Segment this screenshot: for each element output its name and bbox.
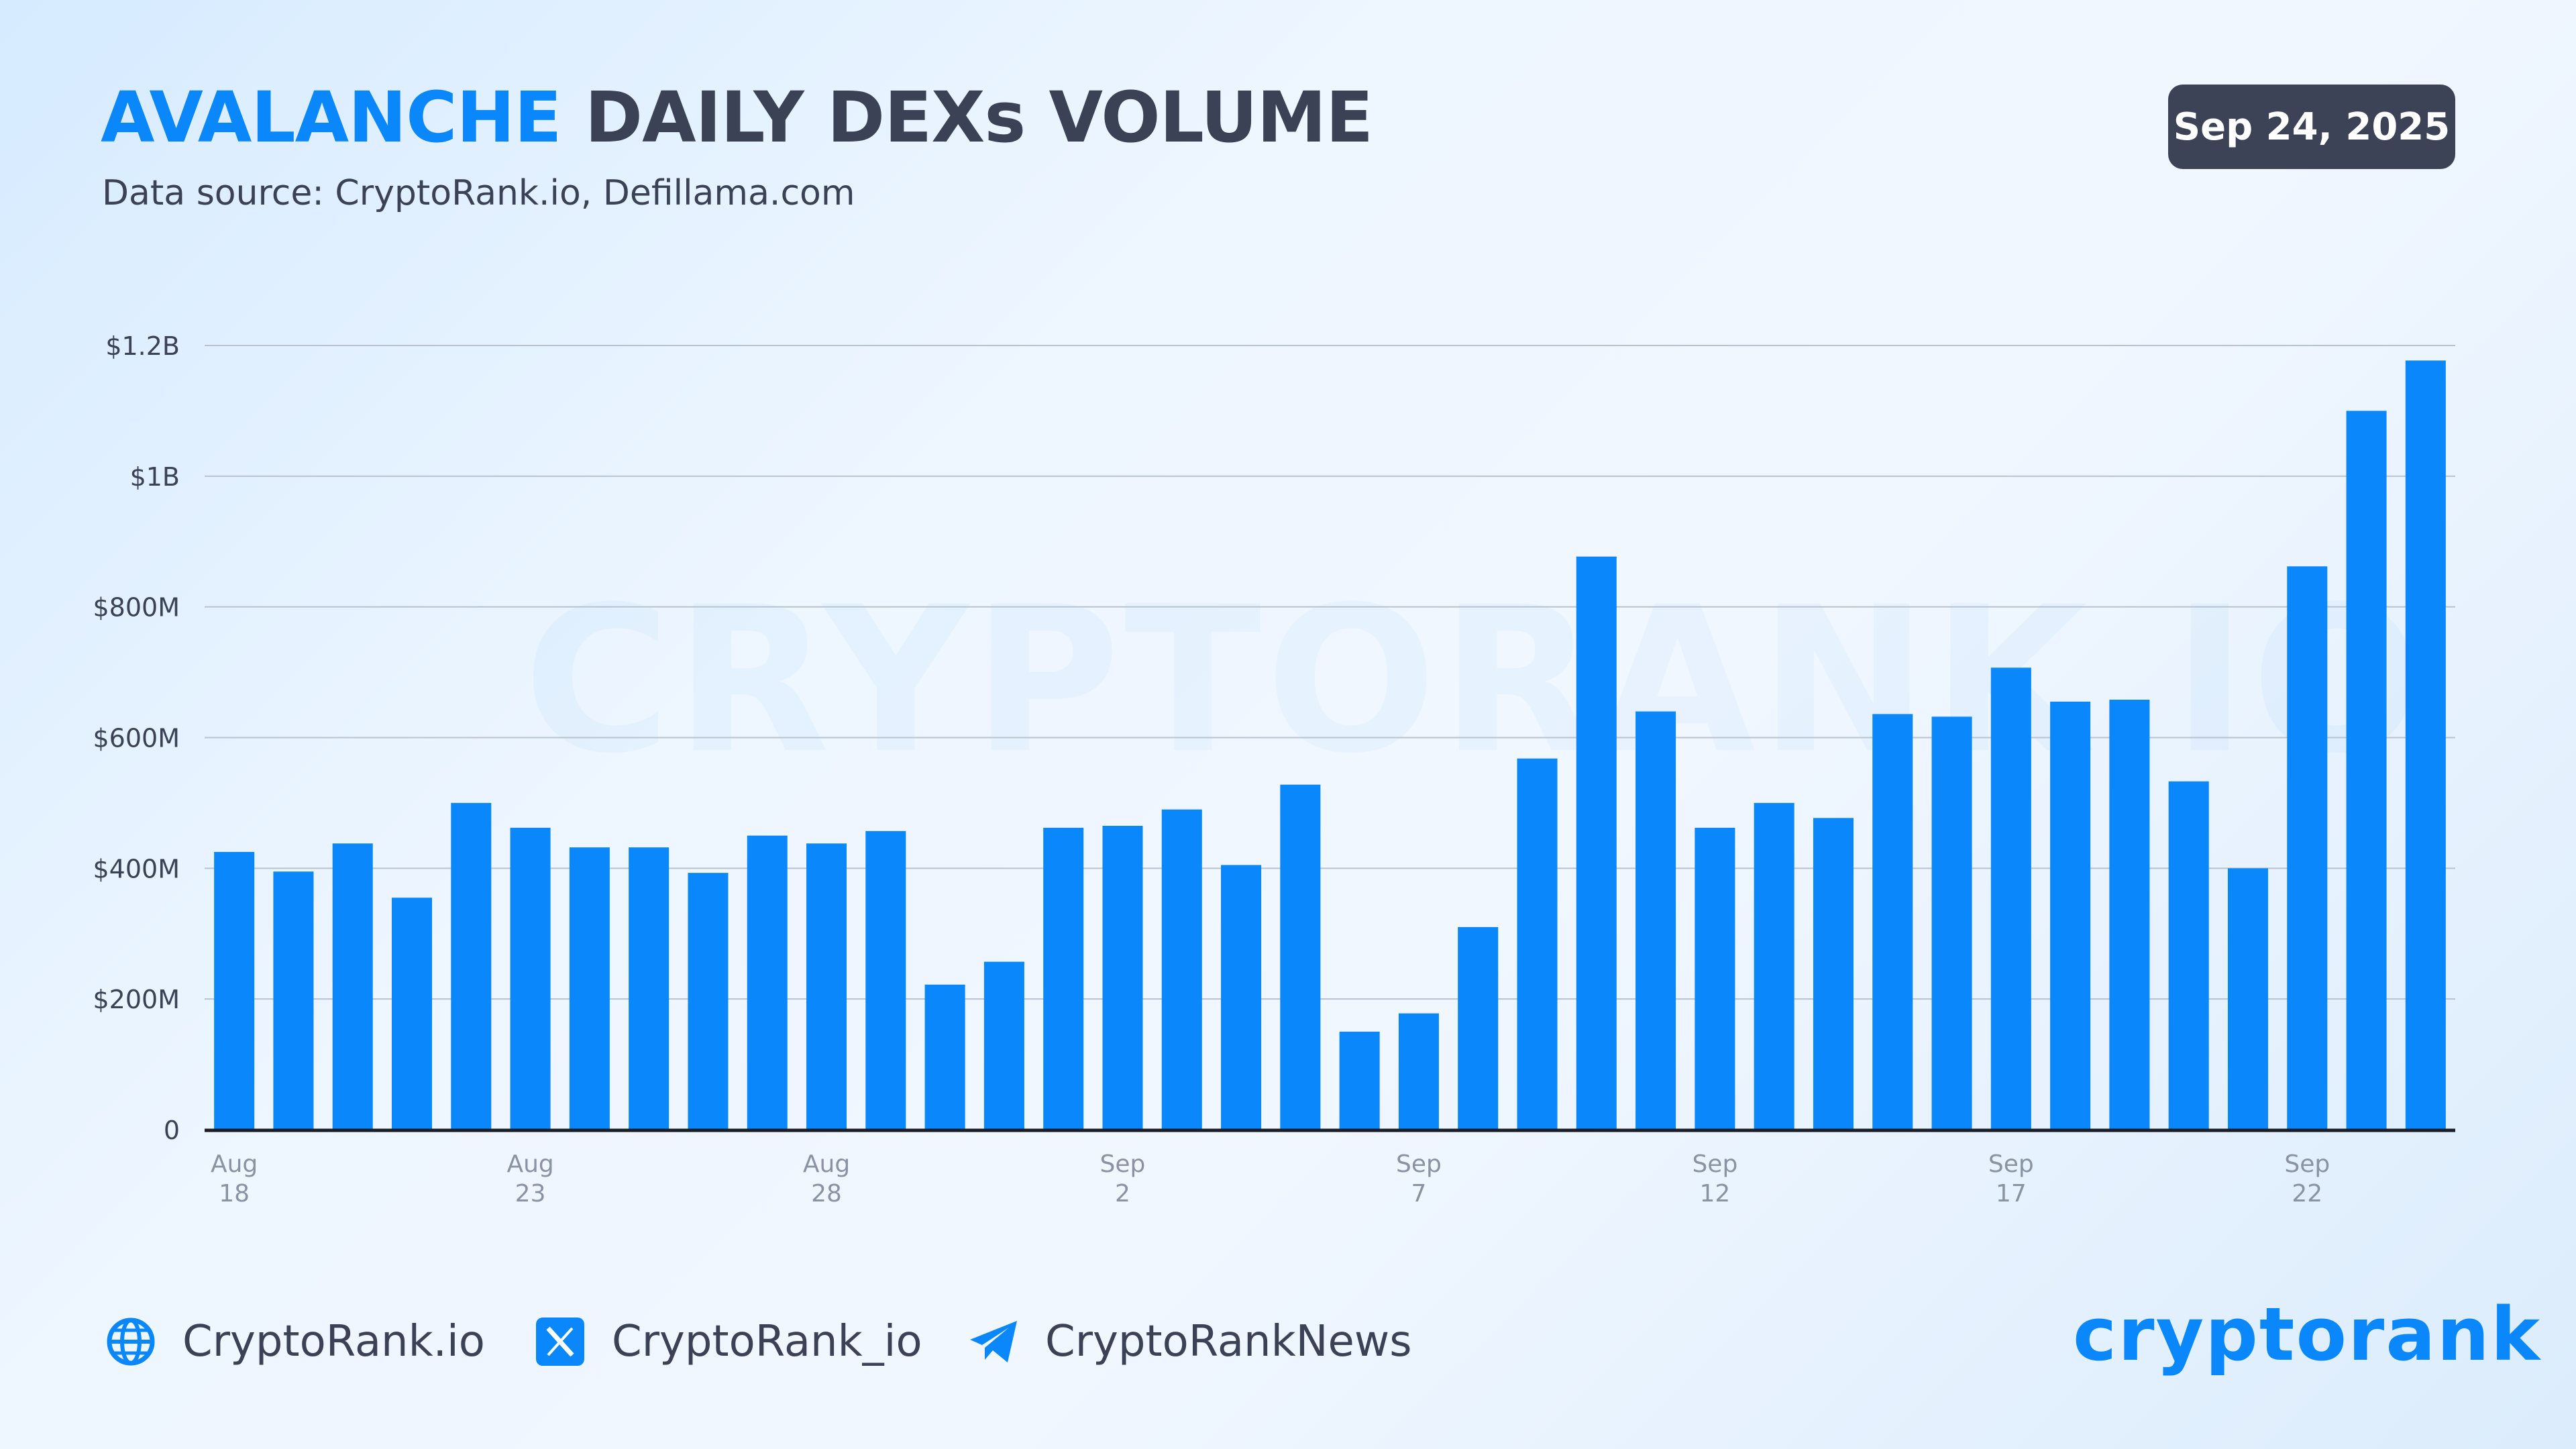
bar xyxy=(2168,781,2209,1130)
bar xyxy=(214,851,255,1130)
x-tick-day: 17 xyxy=(1996,1180,2027,1208)
x-tick-month: Aug xyxy=(506,1150,553,1178)
twitter-label: CryptoRank_io xyxy=(612,1317,922,1366)
bar xyxy=(273,871,314,1130)
x-twitter-icon xyxy=(534,1316,586,1368)
bar xyxy=(451,802,492,1130)
bar xyxy=(2346,411,2387,1130)
bar xyxy=(629,847,669,1130)
x-tick-month: Sep xyxy=(1692,1150,1737,1178)
bar xyxy=(1339,1031,1380,1130)
footer-website[interactable]: CryptoRank.io xyxy=(105,1308,485,1375)
footer-twitter[interactable]: CryptoRank_io xyxy=(534,1308,922,1375)
bar xyxy=(510,827,551,1130)
globe-icon xyxy=(105,1316,157,1368)
bar xyxy=(1576,556,1617,1130)
bar xyxy=(983,961,1024,1130)
bar xyxy=(747,835,788,1130)
bar xyxy=(569,847,610,1130)
x-tick-day: 22 xyxy=(2292,1180,2322,1208)
y-tick-label: $400M xyxy=(93,854,180,883)
x-tick-day: 7 xyxy=(1411,1180,1426,1208)
x-tick-month: Sep xyxy=(2284,1150,2330,1178)
x-tick-month: Sep xyxy=(1100,1150,1146,1178)
bar xyxy=(391,898,433,1130)
bar xyxy=(1221,865,1262,1130)
telegram-label: CryptoRankNews xyxy=(1045,1317,1412,1366)
chart-title: AVALANCHE DAILY DEXs VOLUME xyxy=(101,79,1373,156)
x-tick-day: 18 xyxy=(219,1180,250,1208)
bar xyxy=(1990,667,2031,1130)
telegram-icon xyxy=(967,1316,1020,1368)
bar xyxy=(924,984,965,1130)
x-tick-day: 2 xyxy=(1115,1180,1130,1208)
bar xyxy=(2109,699,2150,1130)
y-tick-label: $800M xyxy=(93,593,180,623)
bar xyxy=(2287,566,2328,1130)
title-rest: DAILY DEXs VOLUME xyxy=(584,76,1373,158)
bar xyxy=(1458,927,1499,1130)
bar xyxy=(2050,701,2091,1130)
bar xyxy=(2405,360,2446,1130)
x-tick-day: 28 xyxy=(811,1180,842,1208)
bar xyxy=(806,843,847,1130)
footer-telegram[interactable]: CryptoRankNews xyxy=(967,1308,1412,1375)
bar-chart: 0$200M$400M$600M$800M$1B$1.2BAug18Aug23A… xyxy=(93,331,2455,1208)
watermark: CRYPTORANK.IO xyxy=(523,564,2426,798)
bar xyxy=(1043,827,1084,1130)
bar xyxy=(2227,868,2269,1130)
y-tick-label: $1.2B xyxy=(105,331,180,361)
bar xyxy=(688,873,729,1130)
x-tick-month: Aug xyxy=(211,1150,258,1178)
y-tick-label: $600M xyxy=(93,724,180,753)
data-source-subtitle: Data source: CryptoRank.io, Defillama.co… xyxy=(102,173,855,213)
bar xyxy=(1280,784,1321,1130)
bar xyxy=(1931,716,1972,1130)
x-tick-month: Aug xyxy=(803,1150,850,1178)
bar xyxy=(332,843,373,1130)
bar xyxy=(1813,818,1854,1130)
bar xyxy=(1872,714,1913,1130)
bar xyxy=(1635,711,1676,1130)
bar xyxy=(1161,809,1202,1130)
bar xyxy=(1695,827,1735,1130)
bar xyxy=(1398,1013,1439,1130)
bar xyxy=(865,830,906,1130)
website-label: CryptoRank.io xyxy=(182,1317,485,1366)
title-accent: AVALANCHE xyxy=(101,76,562,158)
bar xyxy=(1102,826,1143,1130)
y-tick-label: 0 xyxy=(164,1116,180,1145)
bar xyxy=(1517,758,1558,1130)
x-tick-month: Sep xyxy=(1396,1150,1442,1178)
y-tick-label: $200M xyxy=(93,985,180,1014)
y-tick-label: $1B xyxy=(130,462,180,492)
date-badge: Sep 24, 2025 xyxy=(2168,85,2455,169)
cryptorank-logo: cryptorank xyxy=(2073,1291,2541,1377)
x-tick-day: 23 xyxy=(515,1180,546,1208)
bar xyxy=(1754,802,1794,1130)
x-tick-day: 12 xyxy=(1699,1180,1730,1208)
x-tick-month: Sep xyxy=(1988,1150,2034,1178)
